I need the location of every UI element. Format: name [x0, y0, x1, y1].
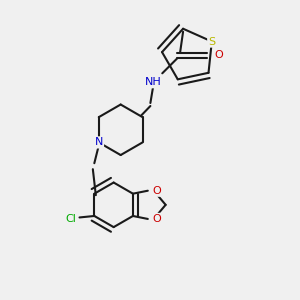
Text: Cl: Cl	[65, 214, 76, 224]
Text: O: O	[152, 186, 161, 196]
Text: N: N	[94, 137, 103, 147]
Text: NH: NH	[145, 77, 162, 87]
Text: O: O	[152, 214, 161, 224]
Text: S: S	[208, 37, 215, 46]
Text: O: O	[214, 50, 223, 61]
